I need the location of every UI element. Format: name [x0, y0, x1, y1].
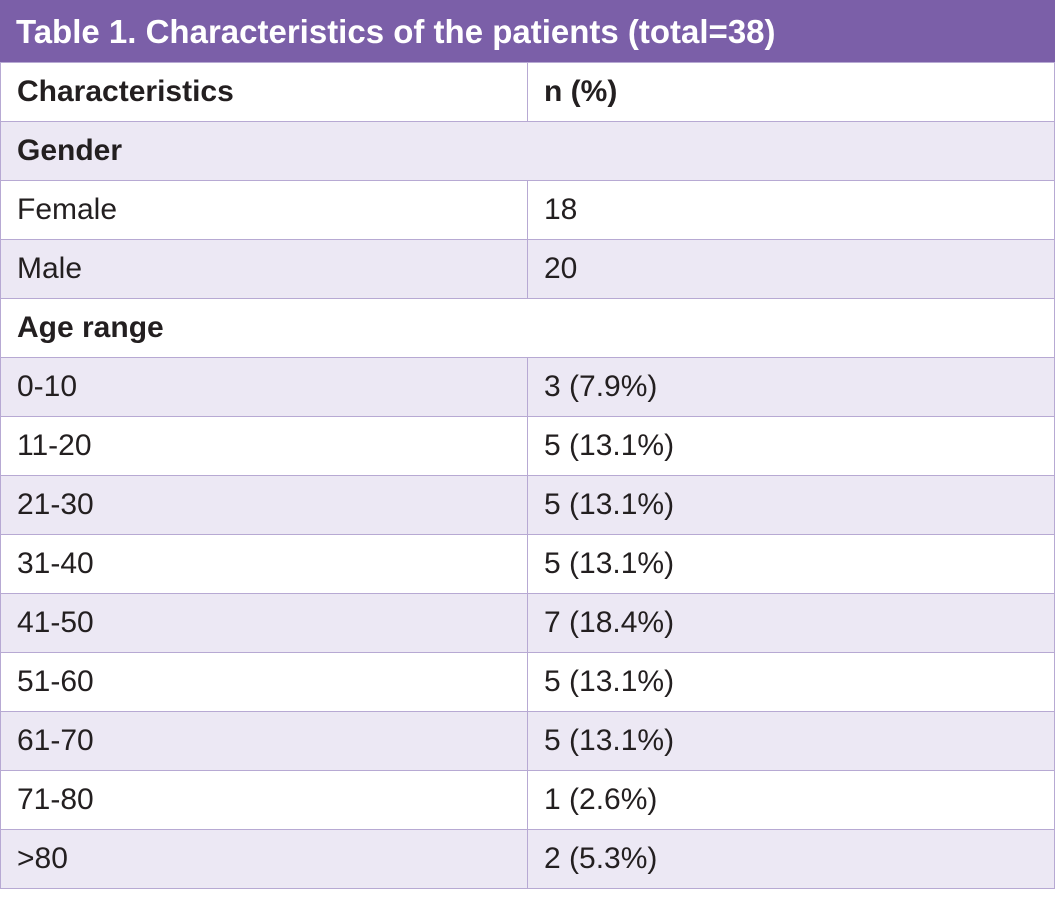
data-row: 21-30 5 (13.1%)	[0, 475, 1055, 535]
label-cell: 51-60	[0, 652, 528, 712]
value-cell: 2 (5.3%)	[527, 829, 1055, 889]
value-cell: 18	[527, 180, 1055, 240]
label-cell: 0-10	[0, 357, 528, 417]
value-cell: 5 (13.1%)	[527, 534, 1055, 594]
header-cell: Characteristics	[0, 62, 528, 122]
header-row: Characteristics n (%)	[0, 62, 1055, 122]
data-row: 71-80 1 (2.6%)	[0, 770, 1055, 830]
value-cell: 5 (13.1%)	[527, 416, 1055, 476]
label-cell: 41-50	[0, 593, 528, 653]
section-row: Age range	[0, 298, 1055, 358]
data-row: 11-20 5 (13.1%)	[0, 416, 1055, 476]
data-row: 51-60 5 (13.1%)	[0, 652, 1055, 712]
data-row: Male 20	[0, 239, 1055, 299]
value-cell: 7 (18.4%)	[527, 593, 1055, 653]
data-row: 31-40 5 (13.1%)	[0, 534, 1055, 594]
value-cell: 3 (7.9%)	[527, 357, 1055, 417]
data-row: 0-10 3 (7.9%)	[0, 357, 1055, 417]
table: Characteristics n (%) Gender Female 18 Male…	[0, 62, 1055, 889]
label-cell: 31-40	[0, 534, 528, 594]
value-cell: 1 (2.6%)	[527, 770, 1055, 830]
data-row: 41-50 7 (18.4%)	[0, 593, 1055, 653]
label-cell: 11-20	[0, 416, 528, 476]
header-cell: n (%)	[527, 62, 1055, 122]
value-cell: 20	[527, 239, 1055, 299]
section-row: Gender	[0, 121, 1055, 181]
label-cell: Female	[0, 180, 528, 240]
value-cell: 5 (13.1%)	[527, 652, 1055, 712]
label-cell: 21-30	[0, 475, 528, 535]
value-cell: 5 (13.1%)	[527, 475, 1055, 535]
label-cell: Male	[0, 239, 528, 299]
table-title: Table 1. Characteristics of the patients…	[0, 0, 1055, 62]
value-cell: 5 (13.1%)	[527, 711, 1055, 771]
label-cell: 61-70	[0, 711, 528, 771]
section-label: Age range	[0, 298, 1055, 358]
label-cell: 71-80	[0, 770, 528, 830]
data-row: Female 18	[0, 180, 1055, 240]
data-row: 61-70 5 (13.1%)	[0, 711, 1055, 771]
label-cell: >80	[0, 829, 528, 889]
table-body: Characteristics n (%) Gender Female 18 Male…	[0, 62, 1055, 889]
section-label: Gender	[0, 121, 1055, 181]
data-row: >80 2 (5.3%)	[0, 829, 1055, 889]
